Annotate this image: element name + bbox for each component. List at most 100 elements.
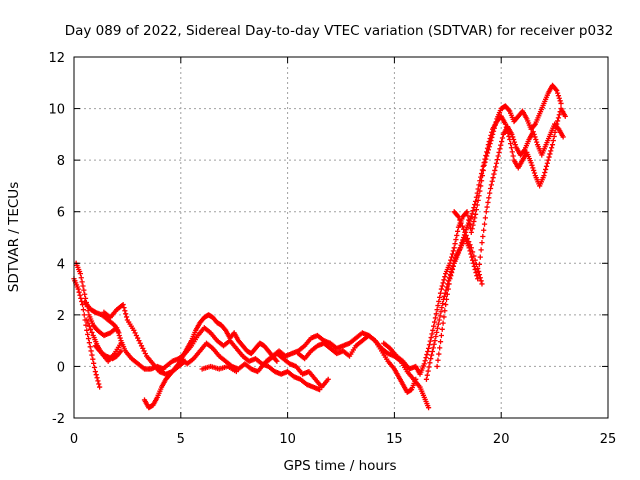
data-point: [464, 235, 471, 242]
data-point: [464, 209, 470, 215]
data-point: [530, 165, 536, 171]
data-point: [474, 190, 480, 196]
data-point: [556, 95, 562, 101]
data-point: [529, 162, 535, 168]
data-point: [472, 215, 478, 221]
data-point: [507, 141, 514, 147]
data-point: [81, 287, 87, 293]
data-point: [437, 345, 443, 351]
data-point: [471, 204, 477, 211]
data-point: [532, 134, 538, 140]
data-point: [428, 352, 435, 358]
data-point: [485, 142, 491, 148]
data-point: [437, 313, 443, 319]
data-point: [472, 266, 478, 273]
data-point: [442, 274, 448, 280]
data-point: [486, 195, 492, 201]
x-tick-label: 25: [600, 432, 617, 447]
data-point: [432, 315, 439, 321]
data-point: [553, 125, 559, 131]
data-point: [470, 222, 476, 228]
data-point: [480, 163, 486, 169]
data-point: [560, 134, 566, 140]
data-point: [473, 261, 480, 267]
data-point: [457, 245, 463, 251]
data-point: [481, 160, 487, 166]
data-point: [531, 167, 537, 174]
data-point: [75, 286, 81, 292]
data-point: [429, 348, 436, 355]
data-point: [493, 164, 499, 170]
series-track-i: [199, 363, 239, 375]
data-point: [443, 296, 450, 302]
data-point: [426, 364, 432, 370]
data-point: [233, 368, 239, 375]
data-point: [449, 266, 456, 273]
data-point: [455, 228, 461, 234]
data-point: [118, 348, 124, 354]
data-point: [85, 335, 92, 342]
data-point: [449, 269, 455, 276]
data-point: [470, 260, 477, 266]
series-track-p: [84, 317, 124, 364]
data-point: [554, 118, 561, 124]
data-point: [543, 166, 549, 173]
data-point: [457, 217, 463, 223]
data-point: [436, 351, 442, 357]
data-point: [463, 210, 469, 216]
data-point: [84, 327, 90, 333]
data-point: [504, 127, 510, 133]
data-point: [413, 376, 419, 382]
data-point: [475, 268, 482, 275]
data-point: [476, 272, 483, 278]
y-tick-label: 0: [57, 360, 65, 375]
data-point: [439, 305, 445, 311]
data-point: [444, 291, 450, 297]
data-point: [425, 348, 431, 355]
data-point: [274, 358, 280, 364]
data-point: [435, 357, 441, 363]
data-point: [484, 149, 490, 155]
data-point: [467, 242, 473, 248]
data-point: [92, 368, 98, 375]
data-point: [438, 309, 444, 315]
data-point: [77, 271, 84, 277]
data-point: [552, 129, 558, 135]
y-tick-label: 6: [57, 206, 65, 221]
data-point: [325, 376, 331, 382]
data-point: [543, 163, 550, 169]
data-point: [438, 332, 444, 339]
y-tick-label: -2: [52, 412, 65, 427]
chart-title: Day 089 of 2022, Sidereal Day-to-day VTE…: [65, 23, 614, 39]
data-point: [473, 194, 480, 200]
data-point: [477, 275, 483, 281]
data-point: [499, 135, 506, 141]
data-point: [462, 229, 468, 235]
data-point: [429, 331, 435, 337]
x-tick-label: 20: [493, 432, 510, 447]
data-point: [533, 136, 539, 143]
data-point: [91, 364, 98, 371]
data-point: [471, 253, 477, 259]
data-point: [486, 138, 492, 145]
data-point: [468, 214, 474, 220]
data-point: [454, 232, 460, 239]
data-point: [434, 325, 441, 331]
data-point: [493, 160, 500, 166]
data-point: [509, 131, 515, 137]
x-tick-label: 15: [386, 432, 403, 447]
y-tick-label: 4: [57, 257, 65, 272]
data-point: [458, 220, 464, 226]
data-point: [425, 405, 432, 411]
data-point: [478, 174, 484, 180]
data-point: [431, 323, 437, 329]
data-point: [93, 372, 99, 378]
data-point: [497, 146, 503, 152]
data-point: [445, 286, 451, 292]
data-point: [428, 356, 434, 362]
data-point: [455, 213, 461, 219]
data-point: [545, 157, 551, 163]
data-point: [452, 241, 458, 247]
data-point: [466, 239, 472, 245]
data-point: [437, 294, 443, 300]
